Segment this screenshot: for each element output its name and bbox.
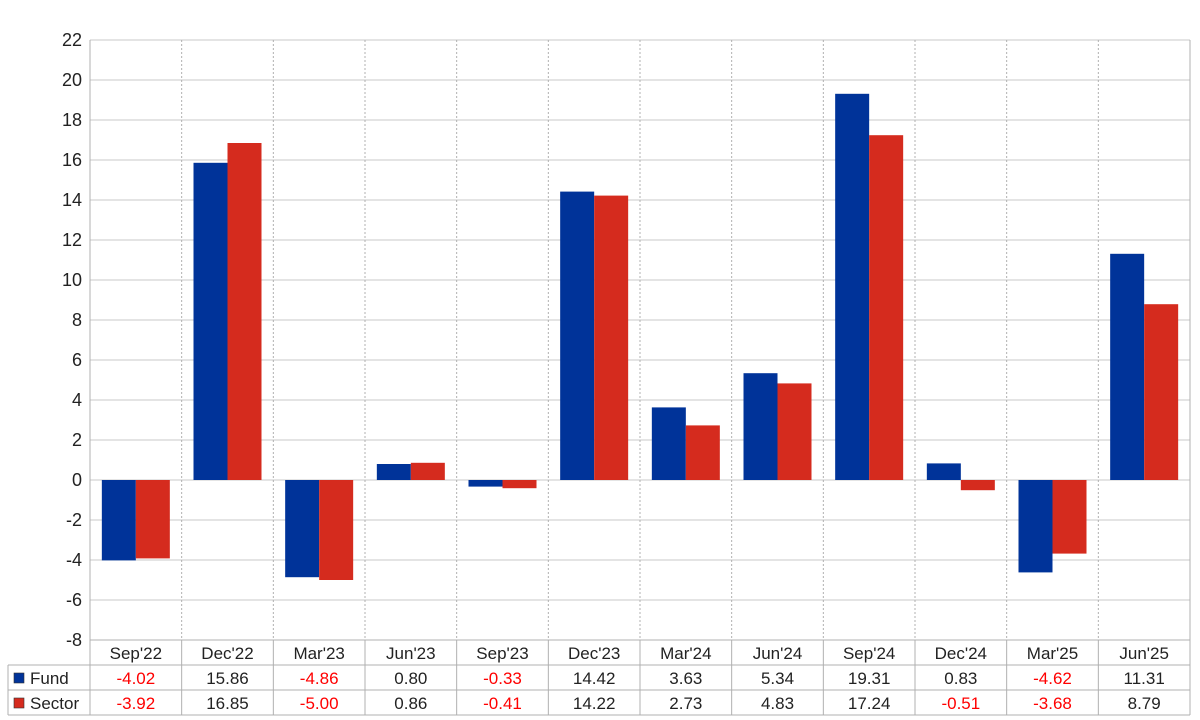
x-tick-label: Dec'23 [568,644,620,663]
bar-fund-9 [926,463,961,480]
bar-sector-8 [869,135,904,480]
data-label-sector: 8.79 [1128,694,1161,713]
data-label-sector: 16.85 [206,694,249,713]
legend-swatch-fund [13,672,25,684]
data-label-sector: -0.41 [483,694,522,713]
y-tick-label: 18 [62,110,82,130]
y-tick-label: 0 [72,470,82,490]
bar-fund-1 [193,162,228,481]
gridlines [89,39,1191,641]
y-tick-label: -6 [66,590,82,610]
y-tick-label: -2 [66,510,82,530]
y-tick-label: 20 [62,70,82,90]
bar-fund-5 [560,191,595,480]
x-tick-label: Jun'24 [753,644,803,663]
bar-sector-1 [227,143,262,480]
data-label-fund: 19.31 [848,669,891,688]
data-label-sector: 17.24 [848,694,891,713]
bar-sector-4 [502,480,537,489]
bar-sector-0 [135,480,170,559]
data-label-fund: -4.62 [1033,669,1072,688]
y-tick-label: 22 [62,30,82,50]
y-axis: -8 -6 -4 -2 0 2 4 6 8 10 12 14 16 18 20 22 [62,30,82,650]
data-label-fund: 14.42 [573,669,616,688]
data-label-sector: -5.00 [300,694,339,713]
legend-label-fund: Fund [30,669,69,688]
bar-sector-10 [1052,480,1087,554]
data-label-sector: -3.92 [116,694,155,713]
x-tick-label: Jun'25 [1119,644,1169,663]
bar-fund-11 [1110,253,1145,480]
data-label-fund: 11.31 [1124,669,1165,688]
bar-fund-3 [376,464,411,480]
x-tick-label: Mar'25 [1027,644,1078,663]
data-label-fund: -4.86 [300,669,339,688]
data-label-sector: -0.51 [941,694,980,713]
legend-swatch-sector [13,697,25,709]
bar-fund-6 [651,407,686,480]
y-tick-label: 6 [72,350,82,370]
bar-fund-0 [101,480,136,561]
y-tick-label: 12 [62,230,82,250]
data-label-sector: 2.73 [669,694,702,713]
data-label-sector: -3.68 [1033,694,1072,713]
x-tick-label: Sep'22 [110,644,162,663]
data-label-sector: 4.83 [761,694,794,713]
y-tick-label: 16 [62,150,82,170]
data-label-fund: 0.83 [944,669,977,688]
bar-sector-7 [777,383,812,480]
data-table: Sep'22 Dec'22 Mar'23 Jun'23 Sep'23 Dec'23 Mar'… [7,639,1191,716]
legend-label-sector: Sector [30,694,79,713]
data-label-sector: 0.86 [394,694,427,713]
y-tick-label: 8 [72,310,82,330]
x-tick-label: Jun'23 [386,644,436,663]
bar-fund-7 [743,373,778,480]
x-tick-label: Dec'24 [935,644,987,663]
y-tick-label: -8 [66,630,82,650]
data-label-fund: 15.86 [206,669,249,688]
x-tick-label: Sep'24 [843,644,895,663]
bar-sector-6 [685,425,720,480]
x-tick-label: Mar'24 [660,644,711,663]
y-tick-label: 2 [72,430,82,450]
data-label-fund: 0.80 [394,669,427,688]
data-label-fund: 3.63 [669,669,702,688]
bar-sector-2 [319,480,354,580]
y-tick-label: 14 [62,190,82,210]
y-tick-label: 10 [62,270,82,290]
bar-sector-11 [1144,304,1179,480]
bar-fund-10 [1018,480,1053,573]
bars [101,93,1179,580]
y-tick-label: 4 [72,390,82,410]
bar-fund-2 [285,480,320,578]
data-label-fund: -4.02 [116,669,155,688]
bar-fund-4 [468,480,503,487]
x-tick-label: Mar'23 [293,644,344,663]
data-label-sector: 14.22 [573,694,616,713]
y-tick-label: -4 [66,550,82,570]
bar-sector-5 [594,195,629,480]
x-tick-label: Sep'23 [476,644,528,663]
bar-sector-3 [410,462,445,480]
data-label-fund: -0.33 [483,669,522,688]
x-tick-label: Dec'22 [201,644,253,663]
bar-fund-8 [835,93,870,481]
data-label-fund: 5.34 [761,669,794,688]
bar-sector-9 [960,480,995,491]
